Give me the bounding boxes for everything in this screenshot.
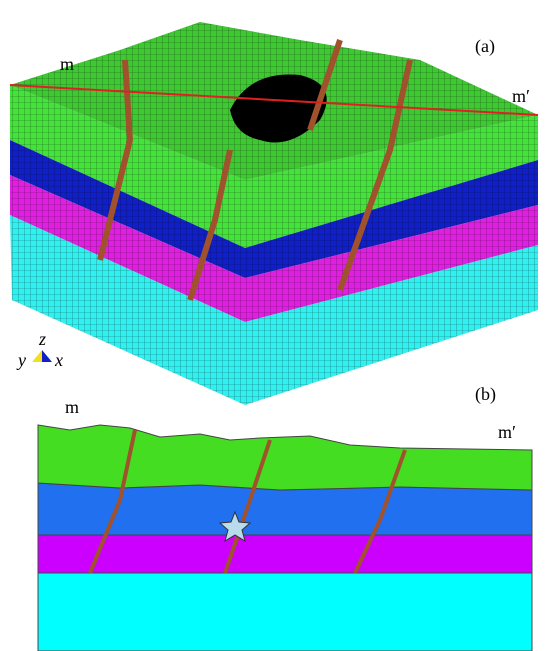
layer-green bbox=[38, 425, 532, 490]
panel-label: (a) bbox=[475, 36, 495, 57]
marker-m-prime: m′ bbox=[512, 86, 530, 106]
layer-blue bbox=[38, 483, 532, 535]
layer-cyan bbox=[38, 573, 532, 651]
panel-label: (b) bbox=[475, 384, 496, 405]
marker-m: m bbox=[60, 54, 74, 74]
marker-m-prime: m′ bbox=[498, 422, 516, 442]
axis-z: z bbox=[38, 329, 46, 349]
figure: m m′ (a) z y x (b) m m′ bbox=[0, 0, 550, 651]
panel-b: (b) m m′ bbox=[38, 384, 532, 651]
axis-triad: z y x bbox=[16, 329, 63, 370]
mesh bbox=[10, 22, 538, 405]
layer-magenta bbox=[38, 535, 532, 573]
panel-a: m m′ (a) z y x bbox=[10, 22, 538, 405]
axis-y: y bbox=[16, 350, 26, 370]
axis-x: x bbox=[54, 350, 63, 370]
marker-m: m bbox=[65, 397, 79, 417]
